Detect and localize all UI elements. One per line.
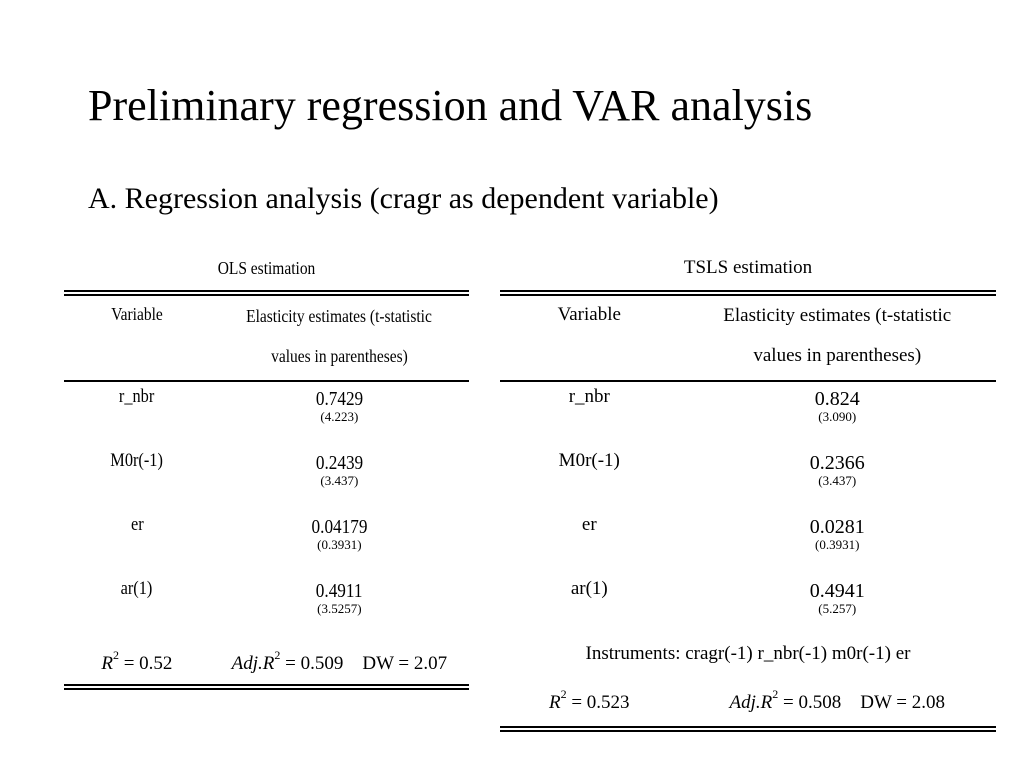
header-rule — [64, 380, 469, 382]
row-tstat: (5.257) — [818, 601, 857, 616]
row-coef: 0.2439 — [315, 452, 364, 474]
row-coef: 0.04179 — [311, 516, 368, 538]
top-double-rule — [64, 290, 469, 296]
ols-table: OLS estimation Variable Elasticity estim… — [64, 250, 469, 690]
row-coef: 0.4941 — [809, 580, 865, 602]
tsls-caption: TSLS estimation — [683, 257, 813, 278]
row-variable: M0r(-1) — [558, 450, 620, 471]
fit-statistics: R2 = 0.523 Adj.R2 = 0.508 DW = 2.08 — [500, 674, 996, 726]
row-coef: 0.0281 — [809, 516, 865, 538]
adj-r-squared: Adj.R2 = 0.509 — [231, 647, 344, 674]
ols-caption: OLS estimation — [217, 258, 316, 278]
row-tstat: (3.437) — [320, 473, 359, 488]
header-rule — [500, 380, 996, 382]
table-row: M0r(-1) 0.2439 (3.437) — [64, 446, 469, 510]
row-variable: r_nbr — [119, 386, 155, 407]
row-tstat: (0.3931) — [317, 537, 362, 552]
row-coef: 0.824 — [814, 388, 860, 410]
header-estimates-line2: values in parentheses) — [271, 346, 408, 366]
section-subtitle: A. Regression analysis (cragr as depende… — [88, 182, 719, 215]
table-row: r_nbr 0.7429 (4.223) — [64, 382, 469, 446]
row-tstat: (3.090) — [818, 409, 857, 424]
header-estimates-line1: Elasticity estimates (t-statistic — [723, 305, 952, 326]
row-variable: er — [581, 514, 597, 535]
row-variable: ar(1) — [121, 578, 153, 599]
adj-r-squared: Adj.R2 = 0.508 — [729, 686, 842, 713]
table-row: ar(1) 0.4911 (3.5257) — [64, 574, 469, 638]
page-title: Preliminary regression and VAR analysis — [88, 81, 813, 130]
table-header: Variable Elasticity estimates (t-statist… — [500, 296, 996, 380]
table-row: er 0.04179 (0.3931) — [64, 510, 469, 574]
header-estimates-line2: values in parentheses) — [753, 345, 922, 366]
fit-statistics: R2 = 0.52 Adj.R2 = 0.509 DW = 2.07 — [64, 638, 469, 684]
durbin-watson: DW = 2.07 — [362, 652, 448, 674]
row-variable: ar(1) — [570, 578, 608, 599]
table-row: ar(1) 0.4941 (5.257) — [500, 574, 996, 638]
row-tstat: (4.223) — [320, 409, 359, 424]
row-tstat: (0.3931) — [815, 537, 860, 552]
tsls-table: TSLS estimation Variable Elasticity esti… — [500, 250, 996, 732]
row-coef: 0.4911 — [316, 580, 363, 602]
table-header: Variable Elasticity estimates (t-statist… — [64, 296, 469, 380]
durbin-watson: DW = 2.08 — [860, 691, 946, 713]
instruments-note: Instruments: cragr(-1) r_nbr(-1) m0r(-1)… — [585, 643, 911, 664]
bottom-double-rule — [64, 684, 469, 690]
table-row: er 0.0281 (0.3931) — [500, 510, 996, 574]
row-variable: er — [130, 514, 144, 535]
header-estimates-line1: Elasticity estimates (t-statistic — [246, 306, 433, 326]
row-variable: r_nbr — [568, 386, 610, 407]
row-variable: M0r(-1) — [110, 450, 164, 471]
r-squared: R2 = 0.52 — [101, 647, 173, 674]
header-variable: Variable — [111, 304, 163, 324]
table-row: r_nbr 0.824 (3.090) — [500, 382, 996, 446]
row-tstat: (3.437) — [818, 473, 857, 488]
table-row: M0r(-1) 0.2366 (3.437) — [500, 446, 996, 510]
header-variable: Variable — [557, 304, 621, 325]
bottom-double-rule — [500, 726, 996, 732]
r-squared: R2 = 0.523 — [548, 686, 630, 713]
row-coef: 0.2366 — [809, 452, 865, 474]
row-coef: 0.7429 — [315, 388, 364, 410]
row-tstat: (3.5257) — [317, 601, 362, 616]
top-double-rule — [500, 290, 996, 296]
